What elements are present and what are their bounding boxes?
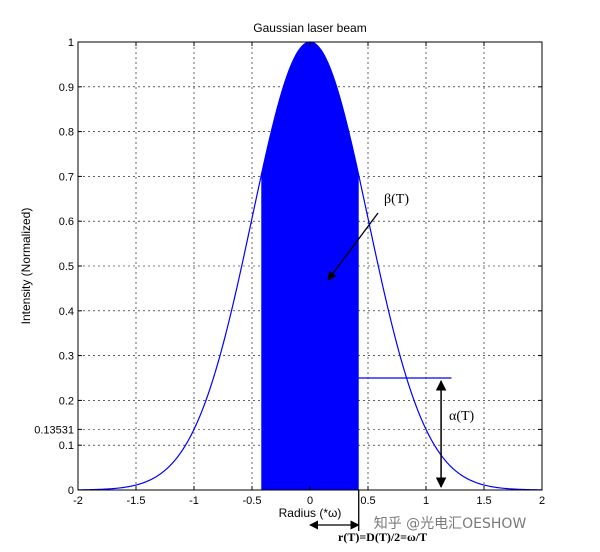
y-tick-label: 0.3 xyxy=(59,351,74,363)
y-tick-label: 0.4 xyxy=(59,306,74,318)
beta-annotation: β(T) xyxy=(384,192,409,207)
x-tick-label: -1 xyxy=(189,495,199,507)
y-tick-label: 0.2 xyxy=(59,395,74,407)
axis-ticks: 0 0.1 0.13531 0.2 0.3 0.4 0.5 0.6 0.7 0.8 0.9 1 -2 -1… xyxy=(34,37,545,507)
y-tick-label: 0.1 xyxy=(59,440,74,452)
y-tick-label: 0.8 xyxy=(59,127,74,139)
y-tick-label: 0.6 xyxy=(59,216,74,228)
y-tick-label: 0 xyxy=(68,485,74,497)
x-axis-label: Radius (*ω) xyxy=(279,506,342,520)
radius-annotation: r(T)=D(T)/2=ω/T xyxy=(338,530,427,544)
x-tick-label: 1 xyxy=(423,495,429,507)
y-tick-label: 0.7 xyxy=(59,171,74,183)
x-tick-label: 0 xyxy=(307,495,313,507)
beta-arrow xyxy=(327,212,379,281)
alpha-annotation: α(T) xyxy=(449,409,475,424)
annotations: β(T) α(T) r(T)=D(T)/2=ω/T xyxy=(309,192,475,544)
x-tick-label: 0.5 xyxy=(360,495,375,507)
y-tick-label: 0.13531 xyxy=(34,424,74,436)
y-tick-label: 0.5 xyxy=(59,261,74,273)
filled-region xyxy=(261,42,359,490)
x-tick-label: -2 xyxy=(73,495,83,507)
y-tick-label: 1 xyxy=(68,37,74,49)
y-tick-label: 0.9 xyxy=(59,82,74,94)
y-axis-label: Intensity (Normalized) xyxy=(19,208,33,325)
watermark: 知乎 @光电汇OESHOW xyxy=(374,515,527,532)
x-tick-label: 1.5 xyxy=(476,495,491,507)
chart-title: Gaussian laser beam xyxy=(253,21,366,35)
x-tick-label: -1.5 xyxy=(127,495,146,507)
x-tick-label: 2 xyxy=(539,495,545,507)
x-tick-label: -0.5 xyxy=(243,495,262,507)
